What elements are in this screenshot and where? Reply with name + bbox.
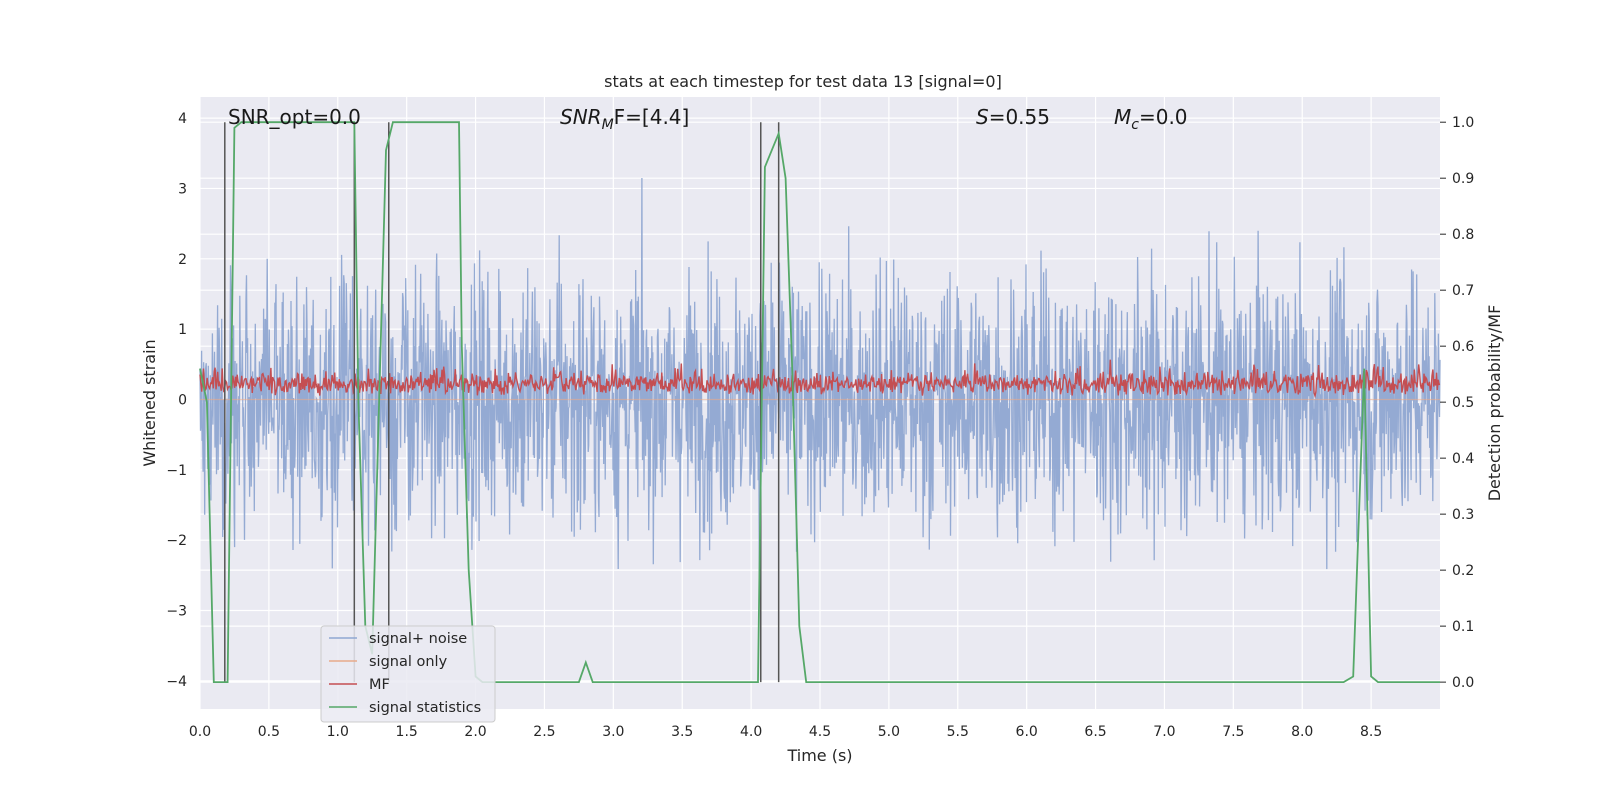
annotation-mc: Mc=0.0 <box>1114 105 1188 133</box>
y-right-tick-label-10: 0.0 <box>1452 675 1474 691</box>
vertical-markers <box>224 122 780 683</box>
y-right-tick-label-9: 0.1 <box>1452 619 1474 635</box>
y-ticks-left: 4 3 2 1 0 −1 −2 −3 −4 <box>166 111 187 690</box>
annotation-mc-main: M <box>1114 105 1131 129</box>
x-tick-label-7: 3.5 <box>671 724 693 740</box>
y-left-tick-label-1: 3 <box>178 181 187 197</box>
x-tick-label-11: 5.5 <box>947 724 969 740</box>
y-right-tick-label-7: 0.3 <box>1452 507 1474 523</box>
y-right-tick-label-8: 0.2 <box>1452 563 1474 579</box>
x-tick-label-4: 2.0 <box>464 724 486 740</box>
y-left-tick-label-2: 2 <box>178 252 187 268</box>
x-tick-label-9: 4.5 <box>809 724 831 740</box>
x-tick-label-17: 8.5 <box>1360 724 1382 740</box>
annotation-snr-mf-rest: F=[4.4] <box>614 105 690 129</box>
y-left-tick-label-8: −4 <box>166 674 187 690</box>
x-tick-label-12: 6.0 <box>1016 724 1038 740</box>
x-tick-label-8: 4.0 <box>740 724 762 740</box>
annotation-snr-mf-main: SNR <box>560 105 602 129</box>
y-left-tick-label-7: −3 <box>166 604 187 620</box>
x-tick-label-16: 8.0 <box>1291 724 1313 740</box>
series-signal-noise <box>199 177 1441 579</box>
x-tick-label-0: 0.0 <box>189 724 211 740</box>
y-right-tick-label-4: 0.6 <box>1452 339 1474 355</box>
annotation-s-rest: =0.55 <box>989 105 1050 129</box>
y-right-tick-label-2: 0.8 <box>1452 227 1474 243</box>
legend: signal+ noise signal only MF signal stat… <box>320 625 496 723</box>
legend-label-mf: MF <box>369 677 390 693</box>
signal-noise-line <box>199 177 1441 579</box>
y-right-tick-label-1: 0.9 <box>1452 171 1474 187</box>
x-tick-label-6: 3.0 <box>602 724 624 740</box>
x-tick-label-10: 5.0 <box>878 724 900 740</box>
annotation-snr-mf-sub: M <box>602 117 614 133</box>
y-right-tick-label-6: 0.4 <box>1452 451 1474 467</box>
chart-title: stats at each timestep for test data 13 … <box>604 72 1002 91</box>
x-tick-label-2: 1.0 <box>327 724 349 740</box>
series-mf <box>199 359 1441 399</box>
legend-label-signal-statistics: signal statistics <box>369 700 481 716</box>
legend-label-signal-noise: signal+ noise <box>369 631 467 647</box>
series-signal-statistics <box>199 121 1440 683</box>
x-ticks: 0.0 0.5 1.0 1.5 2.0 2.5 3.0 3.5 4.0 4.5 5.0 5.5 6.0 6… <box>189 724 1382 740</box>
annotation-snr-opt: SNR_opt=0.0 <box>228 105 361 129</box>
annotation-mc-rest: =0.0 <box>1139 105 1188 129</box>
y-left-tick-label-6: −2 <box>166 533 187 549</box>
x-tick-label-13: 6.5 <box>1084 724 1106 740</box>
y-right-tick-label-5: 0.5 <box>1452 395 1474 411</box>
y-right-tick-label-0: 1.0 <box>1452 115 1474 131</box>
x-tick-label-1: 0.5 <box>258 724 280 740</box>
legend-box <box>320 625 496 723</box>
signal-statistics-line <box>199 121 1440 683</box>
mf-line <box>199 359 1441 399</box>
x-axis-label: Time (s) <box>786 746 852 765</box>
annotation-mc-sub: c <box>1131 117 1139 133</box>
x-tick-label-15: 7.5 <box>1222 724 1244 740</box>
y-axis-label-left: Whitened strain <box>140 339 159 466</box>
x-tick-label-5: 2.5 <box>533 724 555 740</box>
y-left-tick-label-4: 0 <box>178 392 187 408</box>
y-left-tick-label-3: 1 <box>178 322 187 338</box>
y-axis-label-right: Detection probability/MF <box>1485 305 1504 502</box>
annotation-s-main: S <box>976 105 989 129</box>
y-ticks-right: 1.0 0.9 0.8 0.7 0.6 0.5 0.4 0.3 0.2 0.1 0.0 <box>1440 115 1474 691</box>
x-tick-label-14: 7.0 <box>1153 724 1175 740</box>
y-right-tick-label-3: 0.7 <box>1452 283 1474 299</box>
annotation-snr-mf: SNRMF=[4.4] <box>560 105 689 133</box>
y-left-tick-label-5: −1 <box>166 463 187 479</box>
y-left-tick-label-0: 4 <box>178 111 187 127</box>
x-tick-label-3: 1.5 <box>396 724 418 740</box>
legend-label-signal-only: signal only <box>369 654 448 670</box>
annotation-s: S=0.55 <box>976 105 1050 129</box>
